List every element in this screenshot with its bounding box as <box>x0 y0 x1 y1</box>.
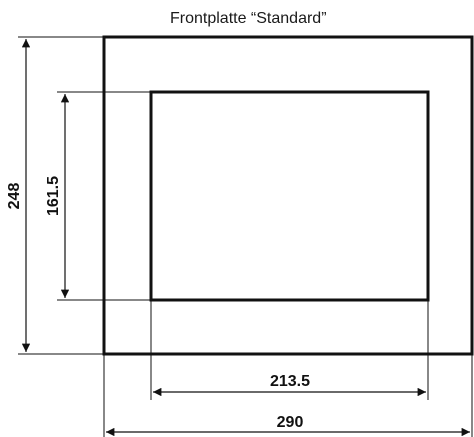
inner-cutout <box>149 90 430 302</box>
outer-panel <box>102 35 474 356</box>
dimension-label-outer-width: 290 <box>277 414 304 431</box>
dimension-label-inner-height: 161.5 <box>45 176 62 216</box>
dimension-label-inner-width: 213.5 <box>270 373 310 390</box>
dimension-label-outer-height: 248 <box>6 183 23 210</box>
drawing-title: Frontplatte “Standard” <box>170 10 327 27</box>
